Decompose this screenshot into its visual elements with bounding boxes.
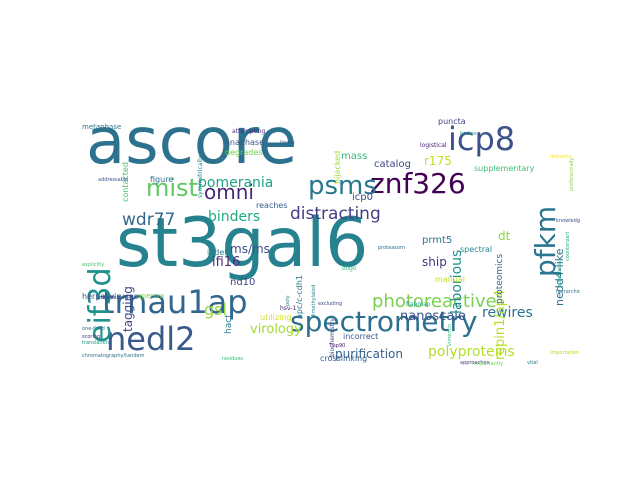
word: crosslinking <box>320 354 368 363</box>
word: catalog <box>374 159 411 170</box>
word: wdr77 <box>122 210 176 230</box>
word: icp8 <box>448 120 516 158</box>
word: hact <box>224 314 234 334</box>
word: bodies <box>460 131 477 137</box>
word: figure <box>150 175 174 184</box>
word: mist <box>146 174 198 202</box>
word: prmt5 <box>422 235 453 246</box>
word: distracting <box>290 204 381 224</box>
word: counterpart <box>565 231 571 262</box>
word: nd10 <box>230 277 256 288</box>
word: logistical <box>420 142 447 149</box>
word: preferentially <box>569 157 575 191</box>
word: puncta <box>438 118 466 126</box>
word: importantly <box>474 361 504 367</box>
word: ifi16 <box>212 255 241 270</box>
word: symmetrically <box>197 155 204 198</box>
word: chromatography/tandem <box>82 353 145 359</box>
word: proteasom <box>378 245 405 251</box>
word: nedl2 <box>106 320 196 358</box>
word: ship <box>422 255 447 269</box>
word: incorrect <box>343 332 379 341</box>
word: poly <box>285 295 291 306</box>
word: manual <box>435 275 465 284</box>
word: rewires <box>482 305 533 321</box>
word: spectrometry <box>290 305 478 338</box>
word: herpesviruses <box>82 292 139 301</box>
word: pomerania <box>198 175 274 191</box>
word: degrades <box>225 148 263 157</box>
word: spectra <box>138 292 165 300</box>
word: flapmap <box>406 301 431 308</box>
word: addressable <box>98 177 129 183</box>
word: residues <box>222 356 244 362</box>
word: hsp90 <box>330 343 346 349</box>
word: nanoscale <box>400 309 466 324</box>
word: ligase <box>280 140 295 146</box>
word: importation <box>550 350 580 356</box>
word: variance <box>98 295 120 301</box>
word: supplementary <box>474 164 535 173</box>
word: anaphase <box>225 138 265 147</box>
word: photoreactive <box>372 291 497 312</box>
word: icp0 <box>352 192 373 203</box>
word: virology <box>250 322 302 337</box>
word: metaphase <box>82 123 122 131</box>
word: dt <box>498 229 511 243</box>
word: proteomics <box>495 253 505 304</box>
word: oligo <box>342 265 357 272</box>
word: domains <box>550 154 572 160</box>
word: dimethylated <box>311 284 317 318</box>
word: psms <box>308 171 377 201</box>
word: apc/c-cdh1 <box>295 275 304 319</box>
word: r175 <box>424 154 452 168</box>
word: vital <box>527 360 538 366</box>
word: indels <box>207 248 231 257</box>
word: reaches <box>256 201 288 210</box>
word: hierarchical <box>556 289 580 295</box>
word: ms/ms <box>230 242 270 256</box>
word: substrates <box>557 260 563 287</box>
word: approaches <box>460 360 490 366</box>
word: utilizing <box>260 313 292 322</box>
word: trnau1ap <box>102 283 248 321</box>
word-cloud: st3gal6 ascore trnau1ap spectrometry ned… <box>80 118 580 368</box>
word: hsv-1 <box>280 305 297 312</box>
word: binders <box>208 209 261 225</box>
word: translation <box>82 340 109 346</box>
word: polyproteins <box>428 344 515 360</box>
word: one-third <box>82 326 105 332</box>
word: attempting <box>232 128 266 135</box>
word: purification <box>335 347 403 361</box>
word: excluding <box>318 301 343 307</box>
word: gsl <box>204 300 227 319</box>
word: ascore <box>86 118 298 179</box>
word: spectral <box>460 245 493 254</box>
word: mass <box>341 151 368 162</box>
word: omni <box>204 180 254 204</box>
word: st3gal6 <box>116 204 369 283</box>
word: znf326 <box>370 167 466 200</box>
word: hijacked <box>333 150 342 184</box>
word: explicitly <box>82 262 105 268</box>
word: scoring <box>82 334 101 340</box>
word: vimentin <box>447 324 453 346</box>
word: biochemistry <box>329 318 336 357</box>
